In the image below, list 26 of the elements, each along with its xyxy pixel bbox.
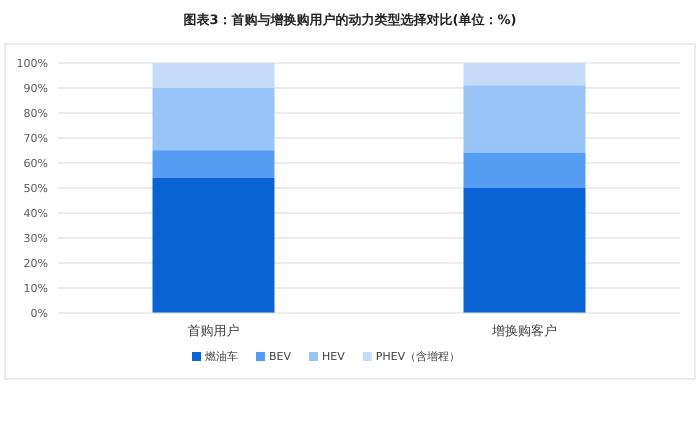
bar xyxy=(152,88,274,150)
legend-label: 燃油车 xyxy=(205,350,238,363)
bar xyxy=(464,63,586,86)
y-tick-label: 50% xyxy=(24,182,48,195)
y-tick-label: 30% xyxy=(24,232,48,245)
y-tick-label: 60% xyxy=(24,157,48,170)
bar xyxy=(464,86,586,153)
x-tick-label: 增换购客户 xyxy=(491,323,557,339)
legend-label: BEV xyxy=(269,350,292,363)
bar xyxy=(152,63,274,88)
legend-label: PHEV（含增程） xyxy=(376,350,460,363)
y-tick-label: 80% xyxy=(24,107,48,120)
legend-label: HEV xyxy=(322,350,346,363)
y-tick-label: 100% xyxy=(16,57,48,70)
y-tick-label: 70% xyxy=(24,132,48,145)
bar xyxy=(152,150,274,178)
y-tick-label: 20% xyxy=(24,257,48,270)
y-tick-label: 10% xyxy=(24,282,48,295)
y-tick-label: 40% xyxy=(24,207,48,220)
y-tick-label: 0% xyxy=(30,307,48,320)
chart-title: 图表3：首购与增换购用户的动力类型选择对比(单位：%) xyxy=(184,12,516,28)
bar xyxy=(464,188,586,313)
bar xyxy=(464,153,586,188)
y-tick-label: 90% xyxy=(24,82,48,95)
bar xyxy=(152,178,274,313)
x-tick-label: 首购用户 xyxy=(188,324,240,339)
